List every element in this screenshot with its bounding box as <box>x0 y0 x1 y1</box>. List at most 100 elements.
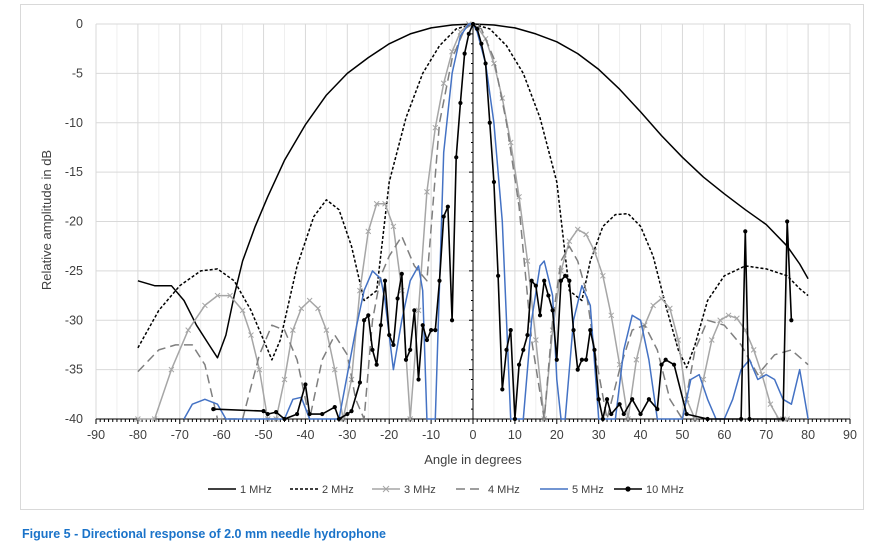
legend-item: 4 MHz <box>456 484 520 496</box>
y-tick-label: -10 <box>65 116 83 130</box>
x-tick-label: -90 <box>87 428 105 442</box>
data-point <box>567 278 572 283</box>
data-point <box>332 405 337 410</box>
data-point <box>692 416 698 422</box>
data-point <box>449 48 455 55</box>
series-lines <box>135 21 809 422</box>
data-point <box>274 409 279 415</box>
data-point <box>281 376 288 383</box>
data-point <box>307 411 312 417</box>
data-point <box>429 328 434 333</box>
data-point <box>667 305 673 312</box>
data-point <box>579 357 585 362</box>
data-point <box>532 337 539 343</box>
data-point <box>432 124 439 131</box>
data-point <box>574 226 581 233</box>
y-tick-label: -20 <box>65 215 83 229</box>
legend-marker <box>382 485 390 493</box>
data-point <box>684 411 689 417</box>
legend-label: 5 MHz <box>572 484 604 496</box>
legend-item: 1 MHz <box>208 484 272 496</box>
data-point <box>415 307 422 314</box>
data-point <box>320 411 325 417</box>
data-point <box>382 200 388 207</box>
data-point <box>734 315 740 322</box>
data-point <box>424 189 430 195</box>
data-point <box>211 407 216 412</box>
data-point <box>294 411 300 417</box>
data-point <box>290 327 296 333</box>
data-point <box>671 362 677 367</box>
data-point <box>558 278 564 283</box>
directional-response-chart: -90 -80 -70 -60 -50 -40 -30 -20 -10 0 10 20 30 40 50 60… <box>39 17 857 496</box>
data-point <box>658 295 665 302</box>
data-point <box>784 416 791 422</box>
data-point <box>705 416 710 422</box>
series-10-mhz <box>211 21 794 422</box>
legend-label: 2 MHz <box>322 484 354 496</box>
x-tick-label: 20 <box>550 428 564 442</box>
data-point <box>646 397 652 402</box>
data-point <box>437 278 442 283</box>
data-point <box>168 366 175 373</box>
data-point <box>633 356 640 363</box>
data-point <box>524 258 531 264</box>
data-point <box>239 307 246 314</box>
legend-label: 4 MHz <box>488 484 520 496</box>
data-point <box>349 409 354 414</box>
data-point <box>298 305 305 312</box>
data-point <box>466 31 471 36</box>
data-point <box>416 377 421 382</box>
legend-marker <box>625 486 631 492</box>
figure-caption: Figure 5 - Directional response of 2.0 m… <box>22 527 386 541</box>
x-tick-label: 30 <box>592 428 606 442</box>
data-point <box>525 332 530 338</box>
data-point <box>365 228 372 235</box>
data-point <box>604 397 610 402</box>
data-point <box>537 313 543 318</box>
data-point <box>655 407 660 412</box>
data-point <box>583 231 589 238</box>
x-tick-label: 0 <box>470 428 477 442</box>
data-point <box>370 347 375 352</box>
legend-label: 10 MHz <box>646 484 684 496</box>
x-tick-label: 90 <box>843 428 857 442</box>
legend-item: 5 MHz <box>540 484 604 496</box>
data-point <box>373 200 380 207</box>
data-point <box>738 416 744 422</box>
legend-label: 1 MHz <box>240 484 272 496</box>
legend-item: 10 MHz <box>614 484 684 496</box>
data-point <box>617 402 622 407</box>
data-point <box>546 293 551 298</box>
data-point <box>256 366 263 373</box>
data-point <box>306 297 313 304</box>
legend-item: 3 MHz <box>372 484 436 496</box>
data-point <box>357 287 363 294</box>
data-point <box>440 80 447 87</box>
x-tick-label: 10 <box>508 428 522 442</box>
data-point <box>336 416 342 422</box>
y-tick-label: -40 <box>65 412 83 426</box>
data-point <box>609 411 614 417</box>
data-point <box>433 328 438 333</box>
x-tick-label: -20 <box>380 428 398 442</box>
data-point <box>621 411 626 417</box>
data-point <box>600 416 605 422</box>
x-tick-label: -60 <box>213 428 231 442</box>
series-line <box>137 23 809 359</box>
data-point <box>780 416 786 422</box>
data-point <box>420 323 425 328</box>
data-point <box>785 219 790 224</box>
data-point <box>399 271 404 276</box>
data-point <box>462 51 467 56</box>
data-point <box>449 318 455 323</box>
y-axis-title: Relative amplitude in dB <box>39 150 54 290</box>
data-point <box>584 357 589 362</box>
y-tick-label: -5 <box>72 66 83 80</box>
data-point <box>767 401 774 408</box>
data-point <box>596 397 601 402</box>
data-point <box>592 347 597 352</box>
y-tick-label: -35 <box>65 363 83 377</box>
data-point <box>500 387 505 392</box>
x-tick-label: -70 <box>171 428 189 442</box>
